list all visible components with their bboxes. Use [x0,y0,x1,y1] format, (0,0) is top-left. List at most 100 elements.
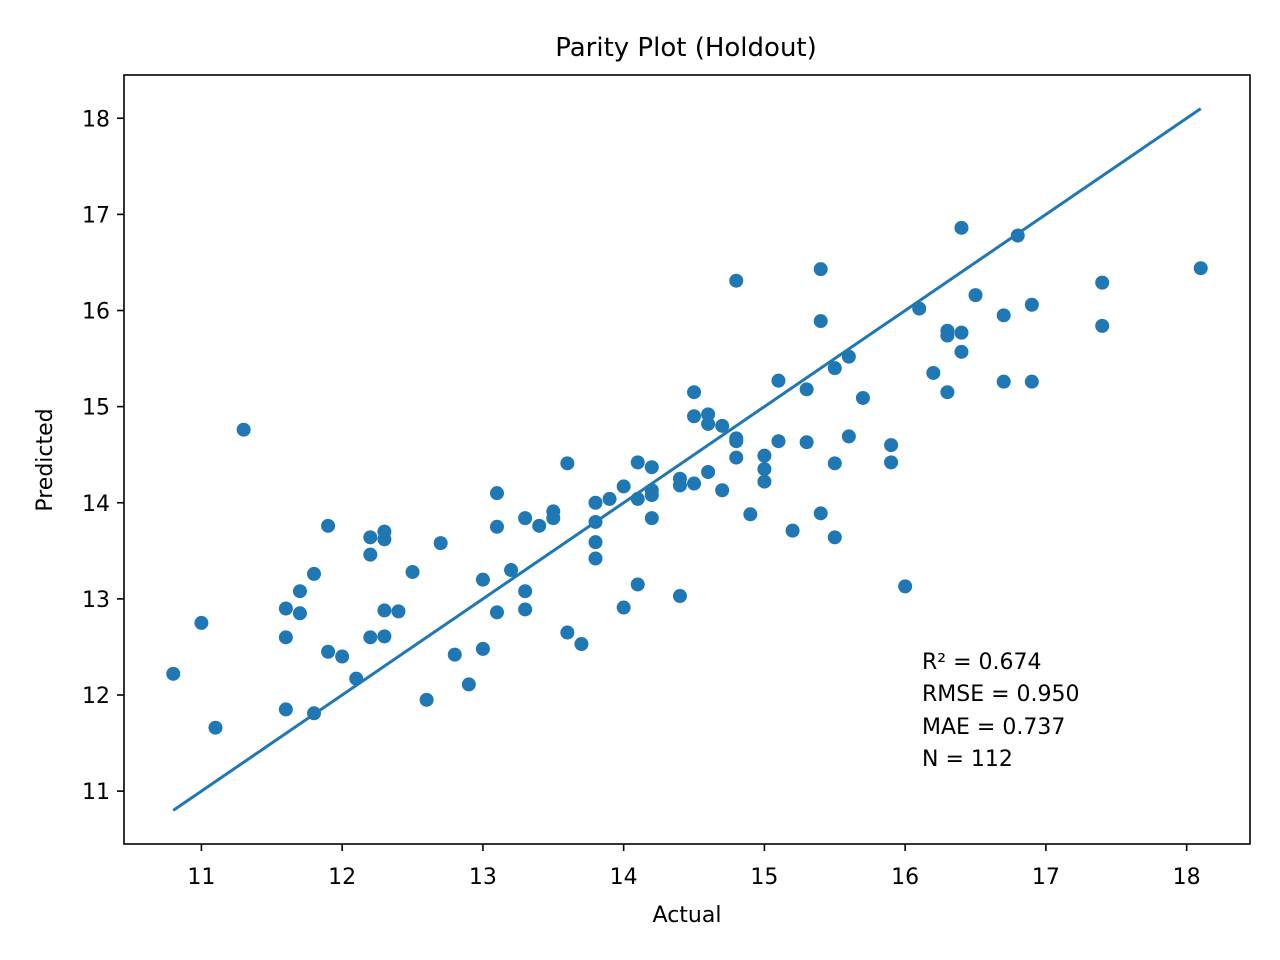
data-point [954,344,969,359]
data-point [729,273,744,288]
data-point [461,677,476,692]
metric-r2: R² = 0.674 [922,650,1042,675]
data-point [447,647,462,662]
data-point [518,511,533,526]
x-axis-ticks: 11 12 13 14 15 16 17 18 [187,844,1201,890]
data-point [377,629,392,644]
x-tick-label: 14 [610,865,638,890]
data-point [419,692,434,707]
data-point [912,301,927,316]
data-point [307,706,322,721]
data-point [926,365,941,380]
data-point [630,455,645,470]
data-point [855,390,870,405]
data-point [813,314,828,329]
data-point [841,429,856,444]
data-point [687,409,702,424]
data-point [292,584,307,599]
data-point [1024,297,1039,312]
y-axis-ticks: 11 12 13 14 15 16 17 18 [82,107,124,805]
data-point [701,416,716,431]
y-tick-label: 16 [82,300,110,325]
x-tick-label: 13 [469,865,497,890]
data-point [518,602,533,617]
data-point [701,464,716,479]
y-axis-label: Predicted [33,408,58,511]
data-point [1095,318,1110,333]
data-point [349,671,364,686]
data-point [630,577,645,592]
data-point [433,536,448,551]
metric-mae: MAE = 0.737 [922,715,1065,740]
data-point [644,460,659,475]
data-point [813,262,828,277]
y-tick-label: 14 [82,492,110,517]
data-point [827,530,842,545]
data-point [827,361,842,376]
data-point [166,666,181,681]
data-point [743,507,758,522]
x-tick-label: 12 [328,865,356,890]
data-point [489,605,504,620]
data-point [757,474,772,489]
metric-n: N = 112 [922,747,1013,772]
data-point [644,511,659,526]
data-point [377,603,392,618]
data-point [630,491,645,506]
y-tick-label: 11 [82,780,110,805]
data-point [321,644,336,659]
x-tick-label: 11 [187,865,215,890]
data-point [278,702,293,717]
data-point [644,488,659,503]
parity-line [172,107,1202,812]
y-tick-label: 15 [82,396,110,421]
data-point [489,519,504,534]
data-point [687,385,702,400]
data-point [884,455,899,470]
data-point [940,385,955,400]
data-point [532,518,547,533]
data-point [1010,228,1025,243]
data-point [729,450,744,465]
data-point [278,630,293,645]
data-point [996,374,1011,389]
data-point [701,407,716,422]
data-point [827,456,842,471]
data-point [757,462,772,477]
scatter-points [166,220,1208,735]
metric-rmse: RMSE = 0.950 [922,682,1080,707]
data-point [729,434,744,449]
data-point [616,479,631,494]
data-point [307,566,322,581]
data-point [771,434,786,449]
y-tick-label: 17 [82,203,110,228]
data-point [799,435,814,450]
data-point [687,476,702,491]
data-point [560,625,575,640]
data-point [504,563,519,578]
x-tick-label: 17 [1032,865,1060,890]
data-point [968,288,983,303]
data-point [813,506,828,521]
data-point [489,486,504,501]
data-point [588,535,603,550]
data-point [616,600,631,615]
data-point [715,418,730,433]
chart-title: Parity Plot (Holdout) [555,33,817,63]
data-point [363,547,378,562]
data-point [194,615,209,630]
data-point [715,483,730,498]
y-tick-label: 13 [82,588,110,613]
data-point [898,579,913,594]
x-tick-label: 15 [750,865,778,890]
data-point [475,572,490,587]
metrics-annotation: R² = 0.674 RMSE = 0.950 MAE = 0.737 N = … [922,650,1080,772]
data-point [574,637,589,652]
x-axis-label: Actual [653,903,722,928]
data-point [518,584,533,599]
data-point [757,448,772,463]
data-point [391,604,406,619]
data-point [884,438,899,453]
x-tick-label: 18 [1173,865,1201,890]
data-point [602,491,617,506]
